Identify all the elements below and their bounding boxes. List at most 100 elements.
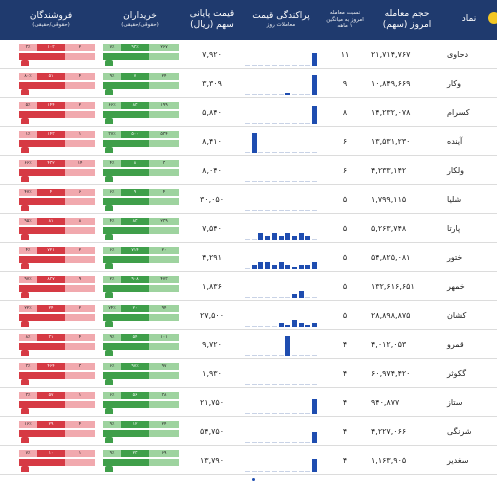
table-row[interactable]: پارتا ۵,۲۶۳,۷۴۸ ۵ ۷,۵۴۰ ۴٪ ۸۳ ۲۳۹ ۹۵٪ ۸۱ ۸	[0, 214, 497, 243]
sellers-bar-ratio-bar	[19, 401, 95, 408]
symbol-name[interactable]: قمرو	[447, 340, 464, 349]
sellers-bar-line: ۶۶٪ ۴۳۲ ۱۴	[19, 160, 95, 167]
symbol-name[interactable]: پارتا	[447, 224, 461, 233]
symbol-name[interactable]: آینده	[447, 137, 463, 146]
table-row[interactable]: شلیا ۱,۷۹۹,۱۱۵ ۵ ۳۰,۰۵۰ ۶٪ ۹ ۴ ۴۷٪ ۴ ۶	[0, 185, 497, 214]
symbol-name[interactable]: دحاوی	[447, 50, 469, 59]
table-row[interactable]: سغدیر ۱,۱۶۳,۹۰۵ ۴ ۱۳,۷۹۰ ۹٪ ۲۳ ۶۹ ۷٪ ۱۰ ۱	[0, 446, 497, 475]
buyers-bar-value: ۲۰	[121, 305, 149, 312]
sellers-bar-ratio-segment	[65, 227, 95, 234]
spread-bar	[278, 65, 284, 66]
symbol-name[interactable]: کشان	[447, 311, 467, 320]
spread-bar	[245, 413, 250, 414]
ratio-value: ۴	[342, 427, 348, 436]
buyers-bar-ratio-segment	[103, 343, 149, 350]
spread-bar	[312, 181, 317, 182]
spread-bar	[305, 210, 311, 211]
buyers-bar-ratio-segment	[149, 430, 179, 437]
spread-bar	[251, 355, 257, 356]
table-row[interactable]: وکار ۱۰,۸۴۹,۶۶۹ ۹ ۳,۳۰۹ ۹٪ ۷ ۲۴ ۸۰٪ ۵۱ ۴	[0, 69, 497, 98]
spread-bar	[278, 384, 284, 385]
sellers-bar-ratio-segment	[65, 343, 95, 350]
symbol-name[interactable]: ولکار	[447, 166, 465, 175]
buyer-person-icon	[105, 321, 113, 327]
spread-bar	[251, 210, 257, 211]
sellers-bar-value: ۸۳۷	[37, 276, 65, 283]
sellers-bar-value: ۹۵٪	[19, 218, 37, 225]
spread-bar	[291, 355, 297, 356]
symbol-name[interactable]: شرنگی	[447, 427, 472, 436]
table-row[interactable]: کشان ۲۸,۸۹۸,۸۷۵ ۵ ۲۷,۵۰۰ ۷۴٪ ۲۰ ۹۴ ۲۲٪ ۲۴ ۲	[0, 301, 497, 330]
symbol-name[interactable]: شلیا	[447, 195, 462, 204]
spread-bar	[245, 268, 250, 269]
buyers-bar: ۶٪ ۹۷٪ ۹۷	[103, 363, 179, 385]
volume-value: ۱,۱۶۳,۹۰۵	[371, 456, 407, 465]
ratio-value: ۵	[342, 253, 348, 262]
sellers-bar-value: ۱۰	[37, 450, 65, 457]
spread-bar	[245, 94, 250, 95]
table-row[interactable]: ولکار ۴,۲۳۳,۱۴۲ ۶ ۸,۰۴۰ ۴٪ ۸ ۳ ۶۶٪ ۴۳۲ ۱۴	[0, 156, 497, 185]
symbol-name[interactable]: کسرام	[447, 108, 470, 117]
buyers-bar-value: ۲۳۹	[149, 218, 179, 225]
symbol-name[interactable]: وکار	[447, 79, 461, 88]
buyers-bar-value: ۶۶٪	[103, 102, 121, 109]
symbol-name[interactable]: ختور	[447, 253, 463, 262]
sellers-bar-line: ۷٪ ۱۰ ۱	[19, 450, 95, 457]
spread-bar	[285, 413, 291, 414]
buyer-person-icon	[105, 89, 113, 95]
symbol-name[interactable]: ستاز	[447, 398, 463, 407]
spread-bar	[278, 297, 284, 298]
symbol-name[interactable]: خمهر	[447, 282, 465, 291]
sellers-bar-ratio-bar	[19, 227, 95, 234]
table-row[interactable]: ستاز ۹۴۰,۸۷۷ ۴ ۲۱,۷۵۰ ۶٪ ۵۶ ۳۸ ۳٪ ۵۷ ۱	[0, 388, 497, 417]
price-value: ۵۴,۷۵۰	[199, 427, 225, 436]
table-row[interactable]: آینده ۱۳,۵۳۱,۲۳۰ ۶ ۸,۴۱۰ ۳۷٪ ۵۰۰ ۵۳۴ ۱٪ ۱۴۳ ۱	[0, 127, 497, 156]
price-spread-chart	[245, 218, 317, 240]
table-row[interactable]: قمرو ۴,۰۱۲,۰۵۳ ۴ ۹,۷۲۰ ۹٪ ۵۴ ۱۰۱ ۸٪ ۳۱ ۴	[0, 330, 497, 359]
table-row[interactable]: خمهر ۱۳۲,۶۱۶,۶۵۱ ۵ ۱,۸۳۶ ۲٪ ۹۰۸ ۴۷۳ ۹۷٪ ۸۳۷ ۹	[0, 272, 497, 301]
sellers-bar-value: ۲۴	[37, 305, 65, 312]
spread-bar	[285, 123, 291, 124]
table-row[interactable]: کسرام ۱۴,۲۳۲,۰۷۸ ۸ ۵,۸۴۰ ۶۶٪ ۸۳ ۱۹۹ ۵٪ ۱۴۴ ۲	[0, 98, 497, 127]
table-row[interactable]: دحاوی ۲۱,۷۱۴,۷۶۷ ۱۱ ۷,۹۲۰ ۷٪ ۹۳٪ ۲۶۷ ۳٪ ۱۰۳ ۲	[0, 40, 497, 69]
sellers-bar: ۱۶٪ ۲۹ ۴	[19, 421, 95, 443]
ratio-value: ۴	[342, 340, 348, 349]
spread-bar	[278, 322, 284, 327]
buyers-bar: ۶٪ ۵۶ ۳۸	[103, 392, 179, 414]
sellers-bar-value: ۳۱	[37, 334, 65, 341]
sellers-bar-value: ۸۱	[37, 218, 65, 225]
sellers-bar-value: ۴۷٪	[19, 189, 37, 196]
spread-bar	[298, 65, 304, 66]
sellers-bar-ratio-segment	[65, 53, 95, 60]
buyers-bar-line: ۶۶٪ ۸۳ ۱۹۹	[103, 102, 179, 109]
buyers-bar-value: ۸۳	[121, 102, 149, 109]
spread-bar	[291, 266, 297, 269]
volume-value: ۶۰,۹۷۴,۴۲۰	[371, 369, 411, 378]
seller-person-icon	[21, 408, 29, 414]
ratio-value: ۵	[342, 282, 348, 291]
sellers-bar-ratio-segment	[19, 459, 65, 466]
buyers-bar-line: ۹٪ ۱۲ ۲۴	[103, 421, 179, 428]
spread-bar	[312, 384, 317, 385]
buyers-bar-ratio-segment	[103, 227, 149, 234]
spread-bar	[278, 210, 284, 211]
symbol-name[interactable]: سغدیر	[447, 456, 469, 465]
buyers-bar: ۳۷٪ ۵۰۰ ۵۳۴	[103, 131, 179, 153]
table-row[interactable]: شرنگی ۴,۲۲۷,۰۶۶ ۴ ۵۴,۷۵۰ ۹٪ ۱۲ ۲۴ ۱۶٪ ۲۹ ۴	[0, 417, 497, 446]
spread-bar	[291, 94, 297, 95]
spread-bar	[312, 432, 317, 443]
table-row[interactable]: ختور ۵۴,۸۲۵,۰۸۱ ۵ ۴,۲۹۱ ۶٪ ۷۱۴ ۲۰ ۴٪ ۷۲۱ ۲	[0, 243, 497, 272]
symbol-name[interactable]: گکوثر	[447, 369, 466, 378]
sellers-bar-ratio-segment	[19, 285, 65, 292]
volume-value: ۱۳,۵۳۱,۲۳۰	[371, 137, 411, 146]
spread-bar	[251, 239, 257, 240]
spread-bar	[251, 264, 257, 269]
price-value: ۸,۰۴۰	[202, 166, 222, 175]
buyers-bar-value: ۶٪	[103, 363, 121, 370]
sellers-bar-value: ۲۲٪	[19, 305, 37, 312]
sellers-bar: ۱٪ ۱۴۳ ۱	[19, 131, 95, 153]
buyers-bar-ratio-segment	[103, 53, 149, 60]
table-row[interactable]: گکوثر ۶۰,۹۷۴,۴۲۰ ۴ ۱,۹۳۰ ۶٪ ۹۷٪ ۹۷ ۳٪ ۴۶۴ ۳	[0, 359, 497, 388]
spread-bar	[278, 123, 284, 124]
spread-bar	[251, 65, 257, 66]
